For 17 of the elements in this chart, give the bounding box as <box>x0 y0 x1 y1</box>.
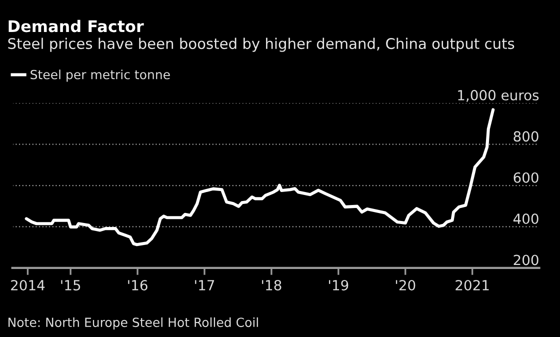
x-tick-label: '16 <box>128 280 148 290</box>
x-tick-label: 2021 <box>456 280 489 290</box>
x-tick-label: '15 <box>61 280 80 290</box>
y-tick-label: 1,000 euros <box>458 90 539 102</box>
x-tick-label: '17 <box>195 280 214 290</box>
y-tick-label: 400 <box>513 214 538 224</box>
chart-subtitle: Steel prices have been boosted by higher demand, China output cuts <box>8 38 514 52</box>
x-tick-label: '18 <box>262 280 282 290</box>
x-tick-label: 2014 <box>11 280 45 290</box>
legend-label: Steel per metric tonne <box>30 70 170 82</box>
x-tick-label: '20 <box>396 280 416 290</box>
chart-title: Demand Factor <box>8 20 144 32</box>
y-tick-label: 200 <box>514 254 538 266</box>
y-tick-label: 800 <box>514 131 538 142</box>
text: Note: North Europe Steel Hot Rolled Coil <box>8 317 258 330</box>
x-tick-label: '19 <box>328 280 348 290</box>
y-tick-label: 600 <box>514 172 538 183</box>
